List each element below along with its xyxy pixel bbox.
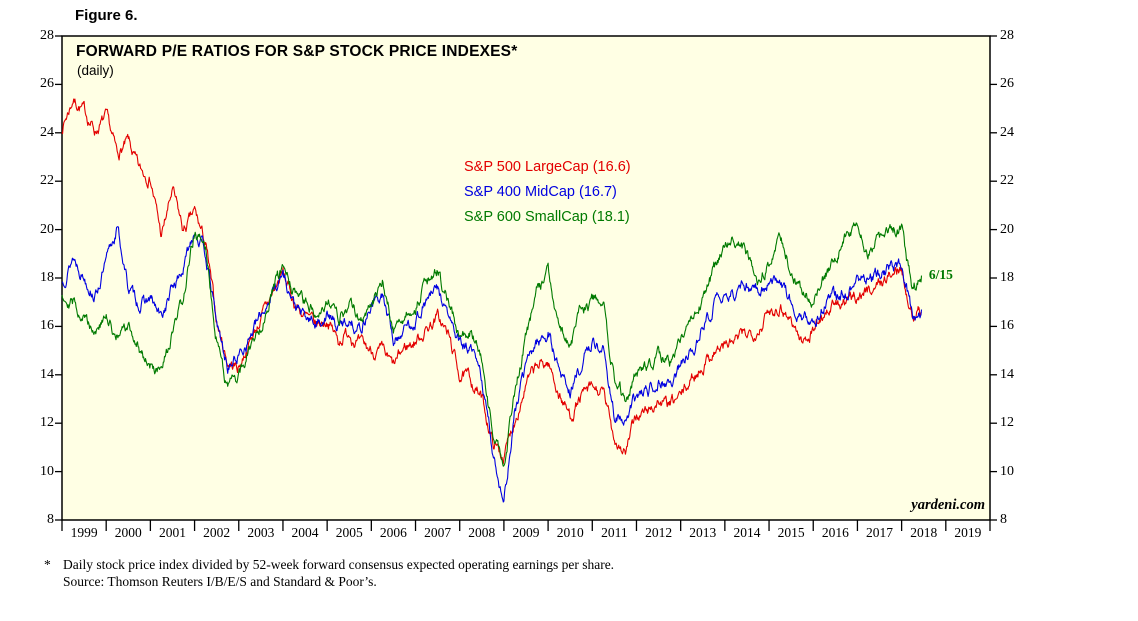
- y-axis-label-right: 28: [1000, 28, 1014, 43]
- x-axis-label: 1999: [70, 525, 98, 540]
- figure-label: Figure 6.: [75, 7, 138, 24]
- series-line-1: [61, 98, 922, 465]
- y-axis-label-left: 16: [40, 318, 54, 334]
- legend-label-sp400-midcap: S&P 400 MidCap (16.7): [464, 183, 617, 200]
- x-axis-label: 2015: [777, 525, 805, 540]
- x-axis-label: 2010: [556, 525, 584, 540]
- y-axis-label-right: 22: [1000, 173, 1014, 189]
- footnote-line-1: Daily stock price index divided by 52-we…: [63, 557, 615, 572]
- chart-subtitle: (daily): [77, 63, 114, 78]
- x-axis-label: 2011: [601, 525, 628, 540]
- x-axis-label: 2000: [114, 525, 142, 540]
- x-axis-label: 2006: [379, 525, 407, 540]
- y-axis-label-right: 24: [1000, 124, 1014, 140]
- chart-title: FORWARD P/E RATIOS FOR S&P STOCK PRICE I…: [76, 43, 518, 60]
- legend-label-sp500-largecap: S&P 500 LargeCap (16.6): [464, 158, 631, 175]
- x-axis-label: 2012: [645, 525, 673, 540]
- y-axis-label-left: 14: [40, 366, 54, 382]
- y-axis-label-left: 8: [47, 512, 54, 527]
- y-axis-label-left: 28: [40, 28, 54, 43]
- x-axis-label: 2016: [821, 525, 849, 540]
- y-axis-label-right: 18: [1000, 270, 1014, 285]
- y-axis-label-left: 18: [40, 270, 54, 285]
- y-axis-label-right: 16: [1000, 318, 1014, 334]
- footnote-lines: Daily stock price index divided by 52-we…: [63, 556, 614, 590]
- series-line-2: [61, 226, 923, 503]
- x-axis-label: 2004: [291, 525, 319, 540]
- legend-label-sp600-smallcap: S&P 600 SmallCap (18.1): [464, 208, 630, 225]
- legend-item-sp400-midcap: S&P 400 MidCap (16.7): [464, 179, 631, 204]
- x-axis-label: 2018: [910, 525, 938, 540]
- branding-yardeni: yardeni.com: [911, 497, 985, 513]
- y-axis-label-left: 22: [40, 173, 54, 189]
- legend-item-sp500-largecap: S&P 500 LargeCap (16.6): [464, 154, 631, 179]
- x-axis-label: 2013: [689, 525, 717, 540]
- x-axis-label: 2009: [512, 525, 540, 540]
- y-axis-label-left: 20: [40, 221, 54, 237]
- y-axis-label-right: 8: [1000, 512, 1007, 527]
- x-axis-label: 2005: [335, 525, 363, 540]
- y-axis-label-left: 26: [40, 76, 54, 92]
- x-axis-label: 2008: [468, 525, 496, 540]
- legend: S&P 500 LargeCap (16.6) S&P 400 MidCap (…: [464, 154, 631, 229]
- footnote: * Daily stock price index divided by 52-…: [44, 556, 614, 590]
- plot-area: [61, 35, 991, 521]
- y-axis-label-left: 12: [40, 415, 54, 431]
- x-axis-label: 2001: [158, 525, 186, 540]
- y-axis-label-right: 20: [1000, 221, 1014, 237]
- x-axis-label: 2014: [733, 525, 761, 540]
- legend-item-sp600-smallcap: S&P 600 SmallCap (18.1): [464, 204, 631, 229]
- y-axis-label-right: 26: [1000, 76, 1014, 92]
- y-axis-label-right: 14: [1000, 366, 1014, 382]
- latest-date-label: 6/15: [928, 266, 953, 282]
- y-axis-label-right: 12: [1000, 415, 1014, 431]
- y-axis-label-left: 24: [40, 124, 54, 140]
- x-axis-label: 2017: [866, 525, 894, 540]
- y-axis-label-right: 10: [1000, 463, 1014, 479]
- x-axis-label: 2002: [203, 525, 231, 540]
- x-axis-label: 2007: [424, 525, 452, 540]
- y-axis-label-left: 10: [40, 463, 54, 479]
- x-axis-label: 2019: [954, 525, 982, 540]
- series-line-3: [61, 222, 923, 467]
- footnote-marker: *: [44, 557, 51, 572]
- x-axis-label: 2003: [247, 525, 275, 540]
- footnote-line-2: Source: Thomson Reuters I/B/E/S and Stan…: [63, 574, 377, 589]
